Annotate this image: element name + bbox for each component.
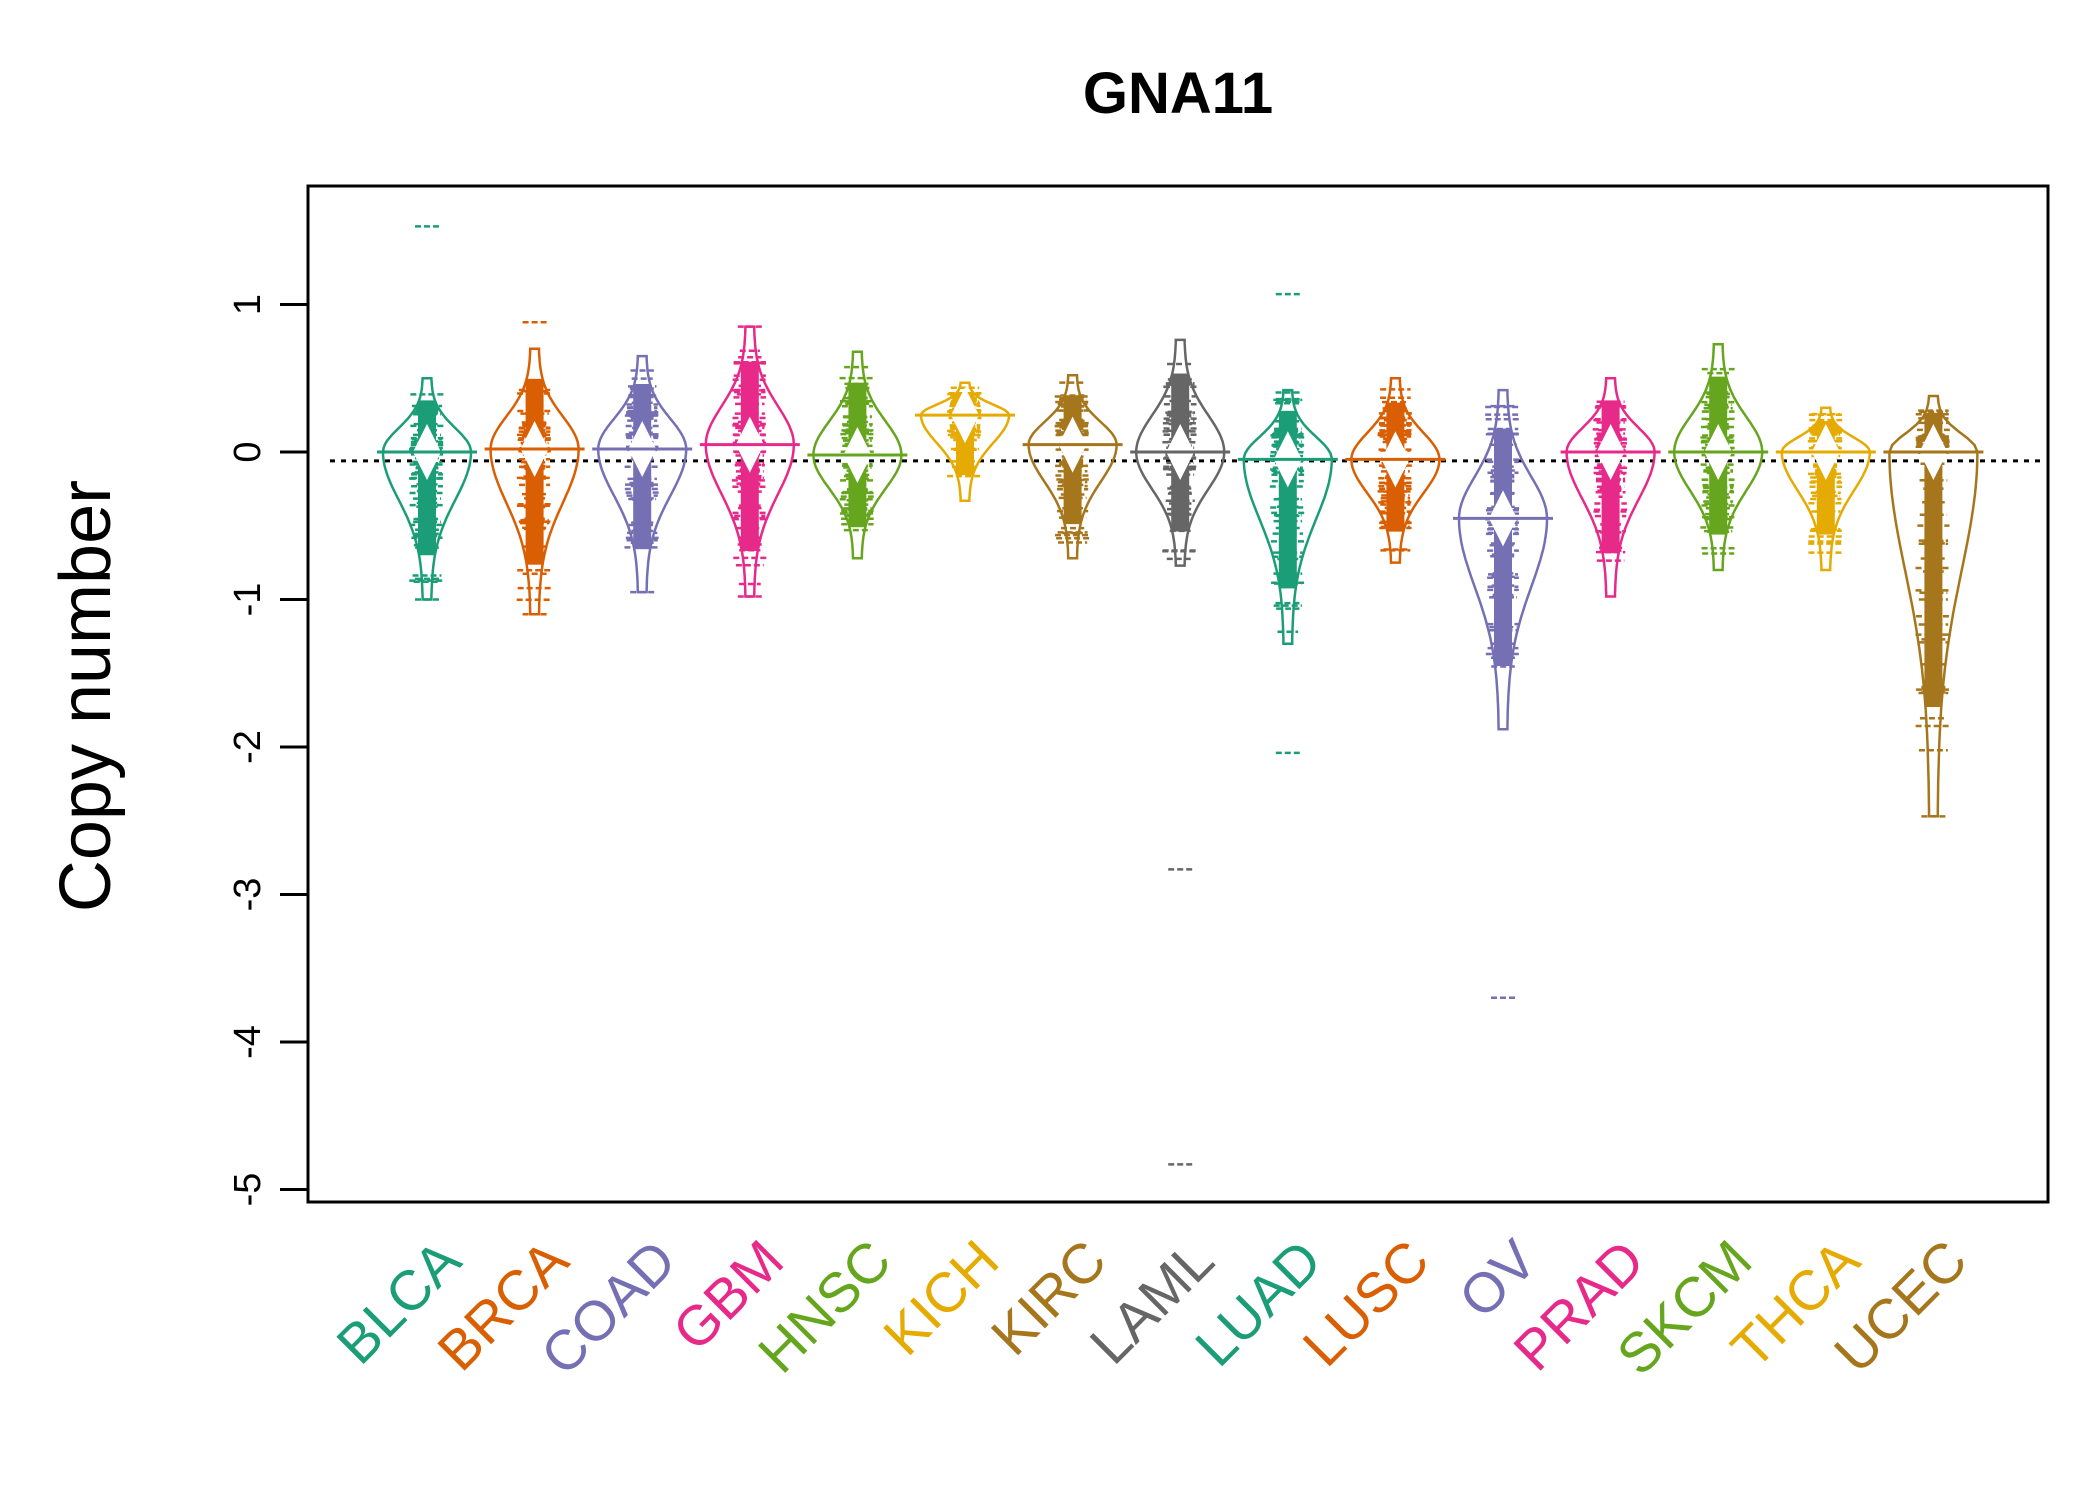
bean-core	[1924, 412, 1943, 708]
plot-area	[330, 225, 2040, 1166]
bean-hnsc	[807, 350, 908, 560]
bean-outline	[1780, 406, 1872, 572]
bean-ov	[1453, 388, 1553, 999]
bean-thca	[1775, 406, 1876, 572]
bean-outline	[812, 350, 903, 560]
y-tick-label: 1	[227, 294, 269, 315]
bean-outline	[1242, 388, 1334, 646]
bean-gbm	[699, 325, 800, 598]
bean-outline	[1457, 388, 1549, 731]
plot-frame	[306, 184, 2050, 1204]
bean-outline	[704, 325, 796, 598]
bean-outline	[1672, 343, 1764, 572]
bean-ucec	[1883, 394, 1984, 818]
bean-lusc	[1345, 377, 1446, 564]
y-tick-label: -2	[227, 730, 269, 764]
y-tick-label: 0	[227, 441, 269, 462]
bean-outline	[1565, 377, 1656, 598]
bean-outline	[381, 377, 473, 601]
y-tick-label: -3	[227, 878, 269, 912]
bean-laml	[1130, 338, 1231, 1166]
bean-brca	[484, 320, 585, 616]
bean-blca	[377, 225, 477, 601]
bean-outline	[1027, 374, 1118, 560]
y-tick-label: -4	[227, 1025, 269, 1059]
bean-outline	[596, 354, 688, 594]
x-tick-label: KICH	[871, 1228, 1010, 1367]
bean-outline	[1350, 377, 1441, 564]
bean-luad	[1237, 292, 1338, 755]
bean-skcm	[1668, 343, 1769, 572]
bean-kirc	[1022, 374, 1123, 560]
bean-prad	[1560, 377, 1661, 598]
bean-outline	[919, 381, 1011, 502]
x-tick-label: LUAD	[1183, 1228, 1333, 1378]
bean-outline	[1134, 338, 1226, 567]
bean-core	[1494, 428, 1512, 667]
y-axis: 1 0 -1 -2 -3 -4 -5	[227, 294, 310, 1207]
chart-title: GNA11	[1083, 61, 1273, 126]
bean-outline	[489, 347, 580, 616]
x-tick-label: LUSC	[1291, 1228, 1441, 1378]
y-axis-label: Copy number	[46, 480, 126, 912]
bean-coad	[592, 354, 693, 594]
bean-outline	[1888, 394, 1979, 818]
bean-kich	[915, 381, 1015, 502]
y-tick-label: -1	[227, 583, 269, 617]
y-tick-label: -5	[227, 1173, 269, 1207]
